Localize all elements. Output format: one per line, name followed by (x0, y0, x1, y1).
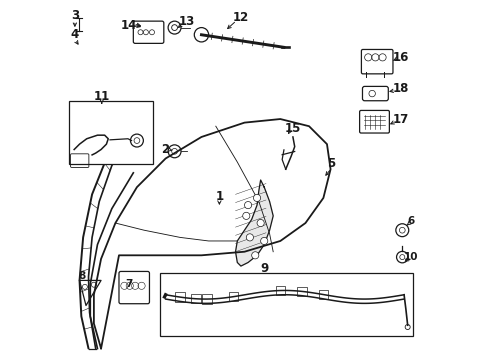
Bar (202, 294, 211, 304)
Text: 10: 10 (403, 252, 418, 262)
Circle shape (257, 220, 264, 226)
Text: 13: 13 (178, 15, 194, 28)
Text: 1: 1 (215, 190, 223, 203)
Bar (175, 292, 184, 302)
Text: 5: 5 (326, 157, 335, 170)
Text: 15: 15 (284, 122, 301, 135)
Polygon shape (235, 180, 273, 266)
Bar (69, 101, 153, 164)
Bar (297, 287, 306, 296)
Text: 14: 14 (121, 19, 137, 32)
Text: 8: 8 (79, 271, 86, 281)
Bar (191, 294, 201, 303)
Text: 3: 3 (71, 9, 79, 22)
Text: 17: 17 (392, 113, 408, 126)
Text: 12: 12 (232, 12, 248, 24)
Text: 4: 4 (71, 28, 79, 41)
Text: 7: 7 (125, 279, 132, 289)
Text: 16: 16 (392, 51, 408, 64)
Text: 6: 6 (407, 216, 414, 226)
Bar (228, 292, 238, 301)
Text: 9: 9 (260, 262, 268, 275)
Text: 11: 11 (94, 90, 110, 103)
Circle shape (260, 237, 267, 244)
Bar (275, 286, 285, 295)
Bar (318, 290, 327, 299)
Circle shape (242, 212, 249, 220)
Circle shape (253, 194, 260, 202)
Circle shape (251, 252, 258, 259)
Circle shape (244, 202, 251, 209)
Text: 2: 2 (161, 143, 169, 156)
Text: 18: 18 (392, 82, 408, 95)
Circle shape (246, 234, 253, 241)
Bar (160, 273, 412, 336)
